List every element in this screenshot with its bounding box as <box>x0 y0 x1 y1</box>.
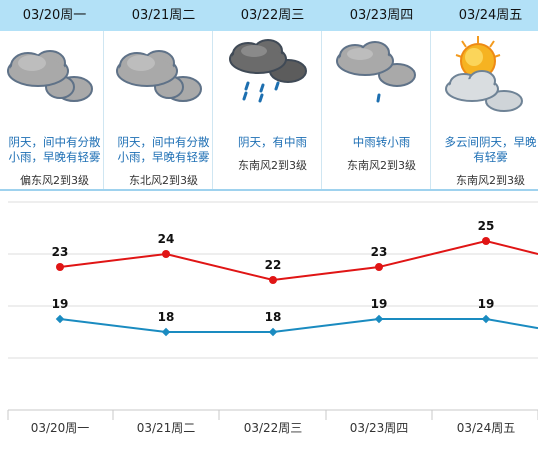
data-label: 19 <box>371 297 388 311</box>
x-tick-label: 03/21周二 <box>137 421 196 435</box>
day-card-03-20: 阴天，间中有分散 小雨，早晚有轻雾 偏东风2到3级 <box>0 31 109 189</box>
day-card-03-23: 中雨转小雨 东南风2到3级 <box>327 31 436 189</box>
data-label: 25 <box>478 219 495 233</box>
data-point <box>269 276 277 284</box>
wind-text: 东南风2到3级 <box>347 159 416 172</box>
data-label: 18 <box>158 310 175 324</box>
overcast-cloud-icon <box>116 50 202 102</box>
temperature-series <box>55 237 538 337</box>
data-point <box>162 250 170 258</box>
description-line: 中雨转小雨 <box>352 135 411 149</box>
x-tick-label: 03/24周五 <box>457 421 516 435</box>
tab-03-21[interactable]: 03/21周二 <box>131 8 196 23</box>
data-point <box>375 263 383 271</box>
tab-03-20[interactable]: 03/20周一 <box>22 8 87 23</box>
data-label: 22 <box>265 258 282 272</box>
temperature-line-chart: 03/20周一 03/21周二 03/22周三 03/23周四 03/24周五 23 24… <box>7 201 538 435</box>
data-label: 19 <box>478 297 495 311</box>
data-point <box>268 327 278 337</box>
day-card-03-21: 阴天，间中有分散 小雨，早晚有轻雾 东北风2到3级 <box>109 31 218 189</box>
description-line: 阴天，有中雨 <box>238 135 307 149</box>
panel-bottom-border <box>0 189 538 191</box>
weather-description: 阴天，间中有分散 小雨，早晚有轻雾 <box>111 135 216 165</box>
data-label: 18 <box>265 310 282 324</box>
weather-description: 阴天，间中有分散 小雨，早晚有轻雾 <box>2 135 107 165</box>
column-divider <box>321 31 322 189</box>
chart-grid <box>8 201 538 411</box>
data-point <box>481 314 491 324</box>
series-line <box>59 318 538 333</box>
description-line: 阴天，间中有分散 <box>8 135 101 149</box>
description-line: 小雨，早晚有轻雾 <box>117 150 210 164</box>
sun-cloud-icon <box>445 36 523 112</box>
tab-03-24[interactable]: 03/24周五 <box>458 8 523 23</box>
day-card-03-22: 阴天，有中雨 东南风2到3级 <box>218 31 327 189</box>
column-divider <box>430 31 431 189</box>
data-label: 24 <box>158 232 175 246</box>
data-point <box>374 314 384 324</box>
data-point <box>482 237 490 245</box>
wind-text: 东南风2到3级 <box>456 174 525 187</box>
overcast-cloud-icon <box>7 50 93 102</box>
description-line: 有轻雾 <box>473 150 508 164</box>
tab-03-22[interactable]: 03/22周三 <box>240 8 305 23</box>
description-line: 阴天，间中有分散 <box>117 135 210 149</box>
x-tick-label: 03/22周三 <box>244 421 303 435</box>
data-label: 23 <box>52 245 69 259</box>
data-label: 19 <box>52 297 69 311</box>
x-tick-label: 03/23周四 <box>350 421 409 435</box>
data-label: 23 <box>371 245 388 259</box>
forecast-panel: 03/20周一 03/21周二 03/22周三 03/23周四 03/24周五 … <box>0 0 538 191</box>
rain-cloud-icon <box>229 39 307 103</box>
tab-03-23[interactable]: 03/23周四 <box>349 8 414 23</box>
temperature-labels: 23 24 22 23 25 19 18 18 19 19 <box>52 219 495 324</box>
wind-text: 东南风2到3级 <box>238 159 307 172</box>
x-axis: 03/20周一 03/21周二 03/22周三 03/23周四 03/24周五 <box>7 409 538 435</box>
data-point <box>56 263 64 271</box>
column-divider <box>212 31 213 189</box>
column-divider <box>103 31 104 189</box>
weather-description: 中雨转小雨 <box>329 135 434 150</box>
weather-description: 阴天，有中雨 <box>220 135 325 150</box>
date-tab-bar: 03/20周一 03/21周二 03/22周三 03/23周四 03/24周五 <box>0 0 538 31</box>
x-tick-label: 03/20周一 <box>31 421 90 435</box>
wind-text: 偏东风2到3级 <box>20 174 89 187</box>
data-point <box>55 314 65 324</box>
weather-description: 多云间阴天，早晚 有轻雾 <box>438 135 538 165</box>
description-line: 小雨，早晚有轻雾 <box>8 150 101 164</box>
series-line <box>59 239 538 282</box>
data-point <box>161 327 171 337</box>
wind-text: 东北风2到3级 <box>129 174 198 187</box>
day-card-03-24: 多云间阴天，早晚 有轻雾 东南风2到3级 <box>436 31 538 189</box>
description-line: 多云间阴天，早晚 <box>444 135 537 149</box>
light-rain-cloud-icon <box>336 41 416 103</box>
